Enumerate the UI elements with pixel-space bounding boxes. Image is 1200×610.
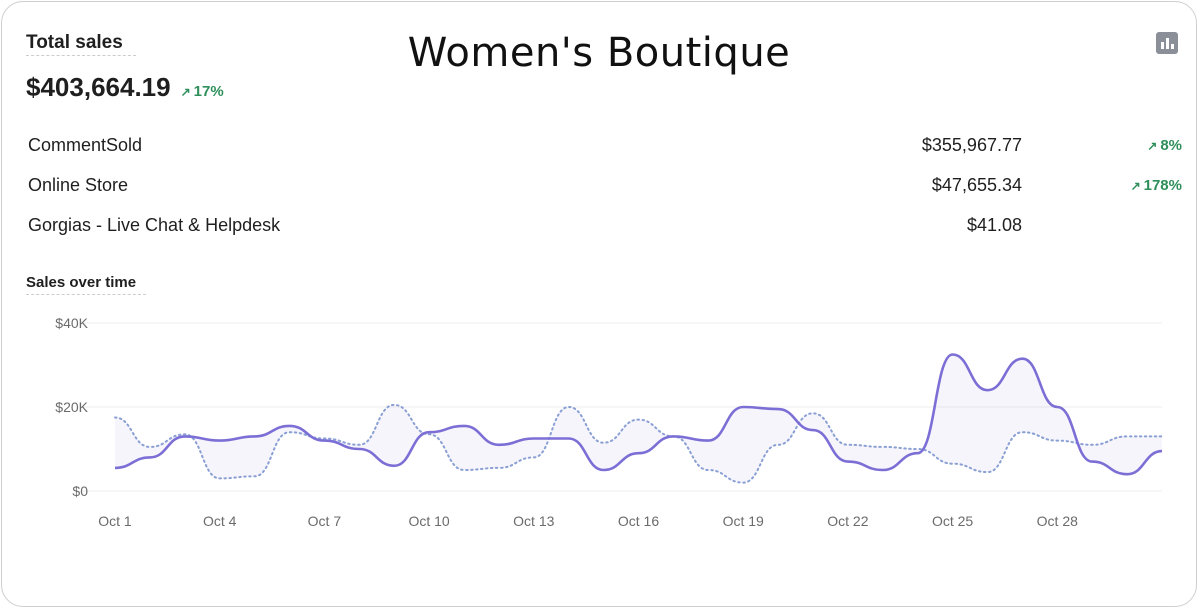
y-tick-label: $20K bbox=[55, 399, 88, 415]
x-tick-label: Oct 28 bbox=[1037, 513, 1078, 529]
total-sales-summary: $403,664.19 ↗ 17% bbox=[26, 72, 224, 103]
arrow-up-right-icon: ↗ bbox=[180, 85, 191, 99]
chart-title-underline bbox=[26, 294, 146, 295]
x-tick-label: Oct 1 bbox=[98, 513, 132, 529]
channel-change-badge: ↗ 178% bbox=[1131, 177, 1182, 194]
total-sales-label[interactable]: Total sales bbox=[26, 32, 123, 53]
channel-name: Online Store bbox=[28, 175, 129, 195]
bar-chart-icon-bar bbox=[1171, 44, 1174, 49]
channel-change-badge: ↗ 8% bbox=[1147, 137, 1182, 154]
chart-title[interactable]: Sales over time bbox=[26, 274, 137, 291]
channel-breakdown: CommentSold $355,967.77 ↗ 8% Online Store… bbox=[26, 128, 1182, 248]
arrow-up-right-icon: ↗ bbox=[1130, 179, 1141, 193]
bar-chart-icon-bar bbox=[1161, 42, 1164, 49]
y-tick-label: $0 bbox=[72, 483, 88, 499]
channel-change: 8% bbox=[1160, 137, 1182, 154]
bar-chart-icon-bar bbox=[1166, 38, 1169, 49]
total-sales-label-underline bbox=[26, 55, 136, 56]
chart-line-layer bbox=[114, 353, 1163, 484]
x-tick-label: Oct 13 bbox=[513, 513, 554, 529]
brand-title: Women's Boutique bbox=[407, 30, 791, 76]
x-tick-label: Oct 16 bbox=[618, 513, 659, 529]
total-sales-value: $403,664.19 bbox=[26, 72, 171, 102]
x-tick-label: Oct 10 bbox=[408, 513, 449, 529]
chart-y-ticks: $0 $20K $40K bbox=[55, 315, 88, 499]
series-gap-area bbox=[115, 354, 1162, 483]
sales-over-time-chart: $0$20K$40K Oct 1 Oct 4 Oct 7 Oct 10 Oct 13 Oc… bbox=[55, 315, 1163, 529]
chart-x-ticks: Oct 1 Oct 4 Oct 7 Oct 10 Oct 13 Oct 16 Oct 19 O… bbox=[98, 513, 1078, 529]
x-tick-label: Oct 4 bbox=[203, 513, 237, 529]
channel-value: $355,967.77 bbox=[921, 135, 1022, 155]
total-sales-change-badge: ↗ 17% bbox=[181, 83, 224, 100]
chart-area-layer bbox=[115, 354, 1162, 483]
channel-value: $47,655.34 bbox=[931, 175, 1022, 195]
comparison-series-line bbox=[114, 403, 1163, 484]
total-sales-change: 17% bbox=[193, 83, 224, 100]
channel-value: $41.08 bbox=[966, 215, 1022, 235]
channel-change: 178% bbox=[1143, 177, 1182, 194]
channel-name: CommentSold bbox=[28, 135, 143, 155]
channel-row: Online Store $47,655.34 ↗ 178% bbox=[26, 168, 1182, 208]
x-tick-label: Oct 25 bbox=[932, 513, 973, 529]
channel-row: Gorgias - Live Chat & Helpdesk $41.08 bbox=[26, 208, 1182, 248]
primary-series-line bbox=[114, 353, 1163, 476]
channel-name: Gorgias - Live Chat & Helpdesk bbox=[28, 215, 281, 235]
arrow-up-right-icon: ↗ bbox=[1147, 139, 1158, 153]
x-tick-label: Oct 19 bbox=[723, 513, 764, 529]
x-tick-label: Oct 7 bbox=[308, 513, 342, 529]
channel-row: CommentSold $355,967.77 ↗ 8% bbox=[26, 128, 1182, 168]
bar-chart-icon[interactable] bbox=[1156, 32, 1178, 54]
chart-grid bbox=[82, 322, 1162, 492]
x-tick-label: Oct 22 bbox=[827, 513, 868, 529]
y-tick-label: $40K bbox=[55, 315, 88, 331]
